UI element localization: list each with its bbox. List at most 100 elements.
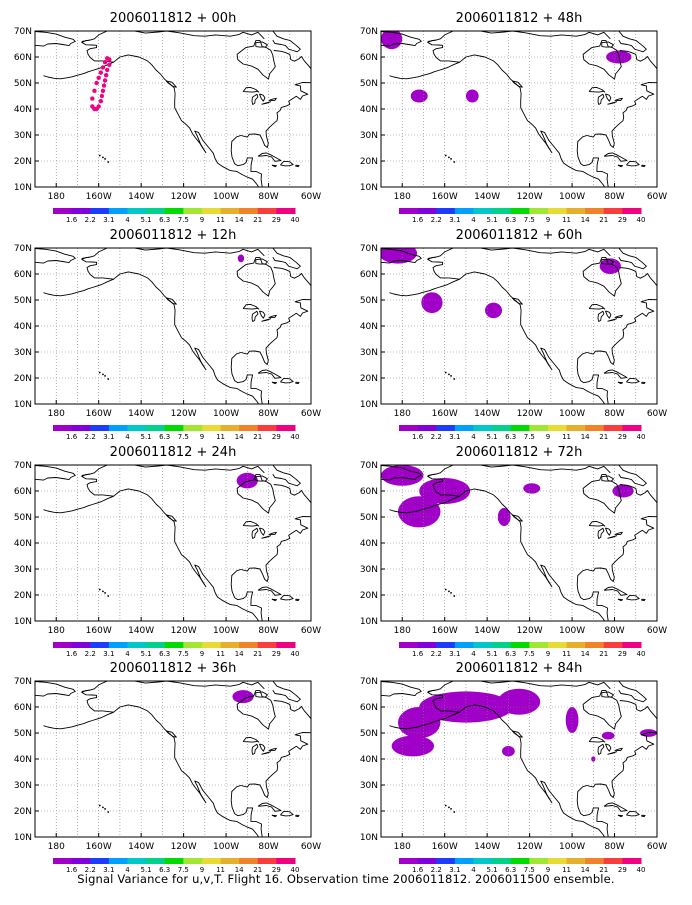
island <box>444 588 447 591</box>
colorbar-swatch <box>529 208 549 214</box>
colorbar-swatch <box>417 642 437 648</box>
coastline <box>601 258 614 265</box>
colorbar-5: 1.6 2.2 3.1 4 5.1 6.3 7.5 9 11 14 21 29 40 <box>399 425 645 441</box>
observation-point <box>102 60 108 65</box>
colorbar-label: 3.1 <box>449 433 460 441</box>
coastline <box>261 535 272 539</box>
colorbar-swatch <box>585 208 605 214</box>
coastline <box>619 700 657 719</box>
observation-point <box>103 73 109 78</box>
colorbar-label: 40 <box>637 650 646 658</box>
coastline <box>251 743 259 755</box>
coastline <box>607 751 618 755</box>
y-tick-label: 40N <box>14 539 32 549</box>
coastline <box>617 381 624 385</box>
coastline <box>257 586 282 596</box>
colorbar-swatch <box>146 425 166 431</box>
coastline <box>618 465 647 487</box>
colorbar-label: 3.1 <box>103 216 114 224</box>
colorbar-swatch <box>108 858 128 864</box>
coastline <box>251 93 259 105</box>
coastline <box>242 520 260 527</box>
colorbar-swatch <box>239 208 259 214</box>
y-tick-label: 60N <box>14 53 32 63</box>
y-tick-label: 60N <box>360 53 378 63</box>
x-tick-label: 180 <box>394 192 411 202</box>
coastline <box>576 82 657 187</box>
colorbar-label: 7.5 <box>524 650 535 658</box>
coastline <box>427 689 449 712</box>
colorbar-label: 11 <box>562 433 571 441</box>
coastline <box>448 704 606 837</box>
coastline <box>242 303 260 310</box>
colorbar-label: 11 <box>216 866 225 874</box>
coastline <box>448 271 606 404</box>
coastline <box>102 488 260 621</box>
y-tick-label: 20N <box>14 807 32 817</box>
colorbar-swatch <box>417 425 437 431</box>
coastline <box>576 299 657 404</box>
colorbar-swatch <box>239 858 259 864</box>
coastline <box>272 465 301 487</box>
observation-point <box>96 75 101 81</box>
coastline <box>618 31 647 53</box>
colorbar-label: 11 <box>562 650 571 658</box>
x-tick-label: 140W <box>474 192 500 202</box>
colorbar-label: 21 <box>599 866 608 874</box>
variance-region <box>397 496 441 528</box>
coastline <box>242 86 260 93</box>
y-tick-label: 40N <box>14 322 32 332</box>
colorbar-swatch <box>603 425 623 431</box>
colorbar-label: 9 <box>546 866 550 874</box>
coastline <box>658 79 672 92</box>
x-tick-label: 140W <box>474 409 500 419</box>
island <box>98 371 101 374</box>
coastline <box>258 527 266 536</box>
colorbar-label: 2.2 <box>85 216 96 224</box>
colorbar-3: 1.6 2.2 3.1 4 5.1 6.3 7.5 9 11 14 21 29 40 <box>53 858 299 874</box>
x-tick-label: 180 <box>48 626 65 636</box>
y-tick-label: 20N <box>14 591 32 601</box>
colorbar-label: 4 <box>125 433 130 441</box>
colorbar-swatch <box>164 208 184 214</box>
island <box>104 808 106 810</box>
island <box>444 154 447 157</box>
island <box>104 375 106 377</box>
observation-point <box>102 78 108 83</box>
colorbar-6: 1.6 2.2 3.1 4 5.1 6.3 7.5 9 11 14 21 29 40 <box>399 642 645 658</box>
island <box>102 806 104 809</box>
colorbar-swatch <box>399 208 419 214</box>
coastline <box>448 54 606 187</box>
colorbar-swatch <box>127 642 147 648</box>
x-tick-label: 100W <box>213 409 239 419</box>
colorbar-label: 6.3 <box>505 650 516 658</box>
coastline <box>381 248 422 264</box>
x-tick-label: 160W <box>86 626 112 636</box>
colorbar-swatch <box>201 425 222 431</box>
variance-region <box>391 735 435 757</box>
colorbar-label: 1.6 <box>66 216 78 224</box>
island <box>107 811 110 813</box>
colorbar-swatch <box>257 425 277 431</box>
y-tick-label: 40N <box>360 539 378 549</box>
colorbar-swatch <box>585 642 605 648</box>
colorbar-swatch <box>183 425 203 431</box>
colorbar-swatch <box>146 642 166 648</box>
x-tick-label: 180 <box>394 409 411 419</box>
colorbar-swatch <box>492 208 512 214</box>
x-tick-label: 60W <box>301 626 321 636</box>
colorbar-label: 2.2 <box>85 433 96 441</box>
colorbar-swatch <box>257 642 277 648</box>
colorbar-swatch <box>399 425 419 431</box>
map-panel-6: 2006011812 + 72h 180 160W 140W 120W 100W 80W 60… <box>360 445 667 636</box>
x-tick-label: 60W <box>301 842 321 852</box>
x-tick-label: 140W <box>128 192 154 202</box>
x-tick-label: 80W <box>604 842 624 852</box>
coastline <box>427 473 449 496</box>
y-tick-label: 30N <box>360 348 378 358</box>
coastline <box>280 594 294 601</box>
coastline <box>641 814 646 817</box>
variance-region <box>381 465 424 486</box>
coastline <box>626 160 640 167</box>
coastline <box>603 369 628 379</box>
